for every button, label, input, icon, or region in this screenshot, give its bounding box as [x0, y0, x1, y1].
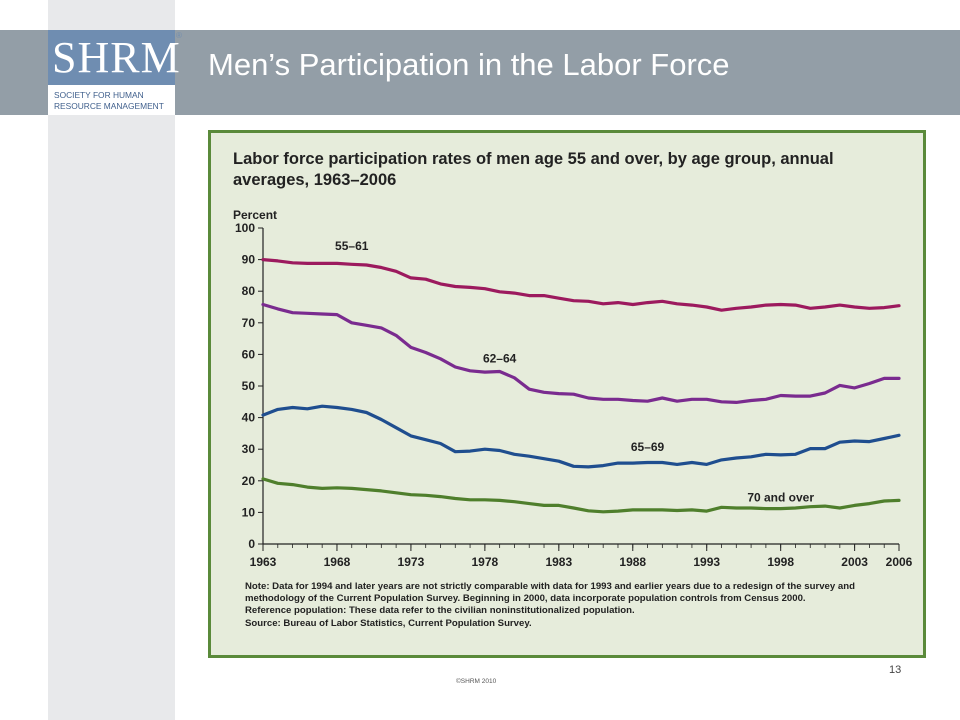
registered-mark: ® [176, 31, 182, 40]
shrm-logo[interactable]: SHRM ® SOCIETY FOR HUMAN RESOURCE MANAGE… [48, 30, 182, 115]
logo-line-2: RESOURCE MANAGEMENT [54, 101, 164, 111]
y-tick-label: 40 [242, 411, 256, 425]
chart-notes: Note: Data for 1994 and later years are … [245, 581, 895, 630]
y-tick-label: 60 [242, 347, 256, 361]
y-tick-label: 0 [248, 537, 255, 551]
x-tick-label: 1963 [250, 555, 277, 569]
y-tick-label: 30 [242, 442, 256, 456]
x-tick-label: 1978 [472, 555, 499, 569]
x-tick-label: 1988 [619, 555, 646, 569]
y-tick-label: 50 [242, 379, 256, 393]
x-tick-label: 1973 [398, 555, 425, 569]
y-tick-label: 100 [235, 221, 255, 235]
series-line-3 [261, 404, 901, 469]
series-label-3: 65–69 [631, 440, 665, 454]
series-line-2 [261, 302, 901, 404]
chart-frame: Labor force participation rates of men a… [208, 130, 926, 658]
logo-mark: SHRM [52, 33, 181, 82]
x-tick-label: 1983 [545, 555, 572, 569]
x-tick-label: 1998 [767, 555, 794, 569]
series-label-2: 62–64 [483, 351, 517, 365]
x-tick-label: 2006 [886, 555, 913, 569]
y-axis-label: Percent [233, 208, 277, 222]
logo-text-panel: SOCIETY FOR HUMAN RESOURCE MANAGEMENT [48, 85, 175, 115]
side-panel [48, 0, 175, 720]
note-line-2: methodology of the Current Population Su… [245, 593, 806, 605]
x-tick-label: 1968 [324, 555, 351, 569]
chart-title: Labor force participation rates of men a… [233, 150, 834, 189]
y-tick-label: 80 [242, 284, 256, 298]
logo-mark-panel: SHRM [48, 30, 180, 85]
series-label-1: 55–61 [335, 239, 369, 253]
y-tick-label: 90 [242, 253, 256, 267]
page-number: 13 [889, 664, 902, 676]
source-note: Source: Bureau of Labor Statistics, Curr… [245, 617, 532, 629]
y-tick-label: 20 [242, 474, 256, 488]
series-line-1 [261, 257, 901, 312]
y-tick-label: 70 [242, 316, 256, 330]
series-label-4: 70 and over [747, 490, 814, 504]
note-line-1: Note: Data for 1994 and later years are … [245, 581, 855, 592]
copyright: ©SHRM 2010 [456, 678, 497, 685]
series-line-4 [261, 477, 901, 514]
logo-line-1: SOCIETY FOR HUMAN [54, 90, 144, 100]
x-tick-label: 2003 [841, 555, 868, 569]
y-tick-label: 10 [242, 505, 256, 519]
chart-plot: Percent 0 10 20 30 40 50 60 70 80 90 100 1963 1968 197… [233, 208, 913, 569]
x-tick-label: 1993 [693, 555, 720, 569]
reference-note: Reference population: These data refer t… [245, 605, 635, 617]
slide-title: Men’s Participation in the Labor Force [208, 47, 730, 82]
